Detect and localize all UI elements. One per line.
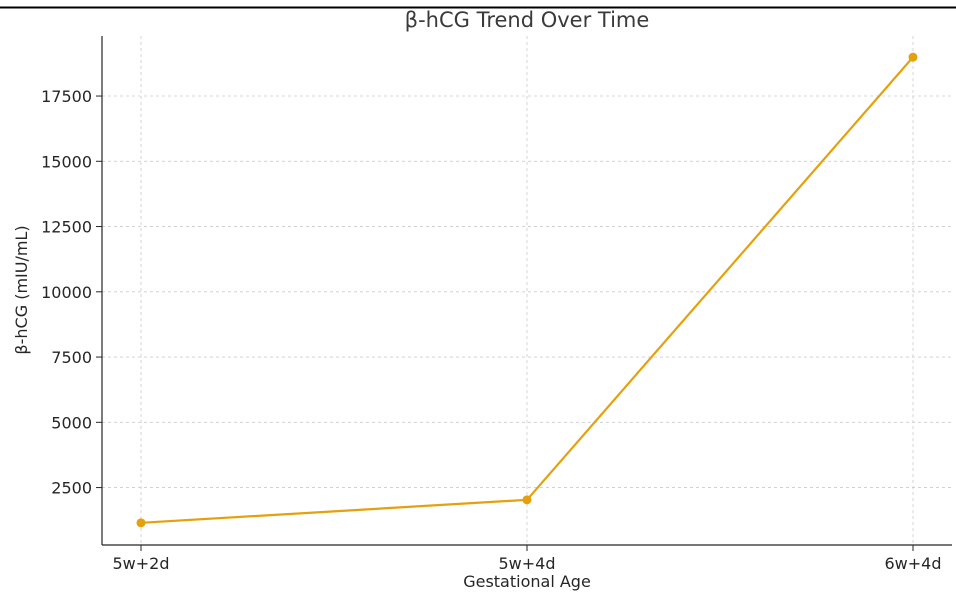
y-tick-label: 12500 — [41, 218, 92, 237]
y-tick-label: 10000 — [41, 283, 92, 302]
y-tick-label: 2500 — [51, 479, 92, 498]
chart-title: β-hCG Trend Over Time — [405, 8, 650, 32]
y-axis-label: β-hCG (mIU/mL) — [12, 225, 31, 354]
data-point — [136, 518, 146, 528]
y-ticks: 2500 5000 7500 10000 12500 15000 17500 — [41, 87, 102, 498]
series — [136, 52, 918, 528]
grid — [102, 36, 952, 545]
y-tick-label: 15000 — [41, 152, 92, 171]
y-tick-label: 17500 — [41, 87, 92, 106]
x-tick-label: 6w+4d — [884, 554, 941, 573]
data-point — [522, 495, 532, 505]
data-point — [908, 52, 918, 62]
x-axis-label: Gestational Age — [463, 572, 591, 591]
y-tick-label: 7500 — [51, 348, 92, 367]
x-tick-label: 5w+4d — [498, 554, 555, 573]
x-tick-label: 5w+2d — [112, 554, 169, 573]
x-ticks: 5w+2d 5w+4d 6w+4d — [112, 545, 942, 573]
y-tick-label: 5000 — [51, 413, 92, 432]
